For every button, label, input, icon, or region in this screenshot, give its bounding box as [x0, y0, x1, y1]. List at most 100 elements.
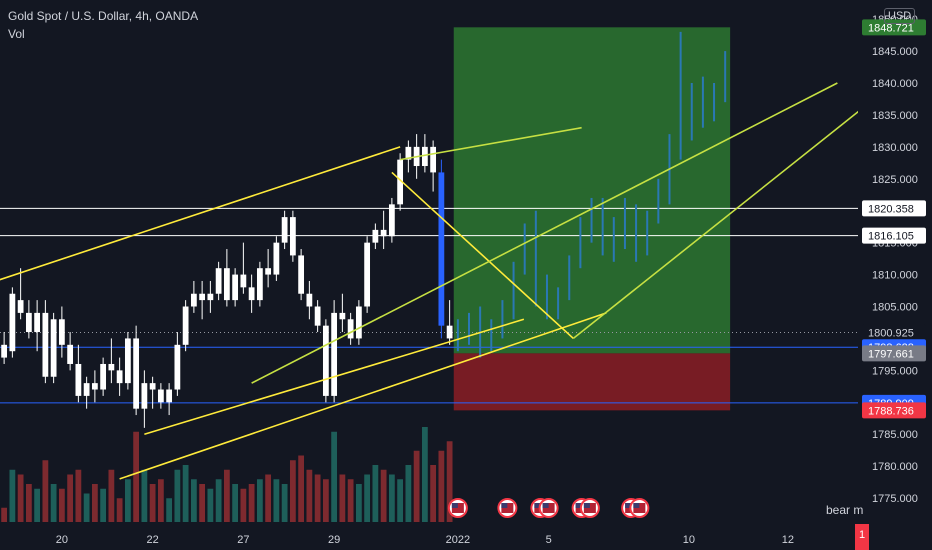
- volume-bar: [166, 498, 173, 522]
- volume-bar: [347, 479, 354, 522]
- volume-bar: [182, 465, 189, 522]
- candle: [124, 338, 131, 384]
- volume-bar: [67, 474, 74, 522]
- volume-bar: [174, 469, 181, 522]
- candle: [17, 300, 24, 313]
- candle: [240, 274, 247, 288]
- volume-bar: [215, 479, 222, 522]
- candle: [405, 146, 412, 160]
- trend-line: [144, 318, 525, 435]
- alert-flag-icon[interactable]: 1: [855, 524, 869, 550]
- candle: [380, 229, 387, 237]
- symbol-title[interactable]: Gold Spot / U.S. Dollar, 4h, OANDA: [8, 9, 199, 23]
- candle: [314, 306, 321, 326]
- y-tick-label: 1825.000: [872, 174, 918, 186]
- price-label-box: [862, 324, 926, 341]
- volume-bar: [289, 460, 296, 522]
- candle: [215, 268, 222, 294]
- volume-bar: [34, 488, 41, 522]
- x-tick-label: 10: [683, 534, 695, 546]
- volume-bar: [240, 488, 247, 522]
- trend-line: [0, 146, 401, 281]
- volume-bar: [248, 484, 255, 522]
- volume-bar: [149, 484, 156, 522]
- status-note: bear m: [826, 503, 864, 517]
- candle: [438, 172, 445, 326]
- price-label: 1797.661: [868, 348, 914, 360]
- candle: [199, 293, 206, 301]
- trend-line: [391, 171, 574, 340]
- candle: [248, 287, 255, 301]
- candle: [166, 389, 173, 403]
- x-tick-label: 2022: [446, 534, 470, 546]
- candle: [174, 344, 181, 390]
- y-tick-label: 1810.000: [872, 270, 918, 282]
- event-marker-canton: [542, 503, 549, 508]
- candle: [331, 312, 338, 396]
- candle: [108, 363, 115, 371]
- us-flag-event-icon[interactable]: [538, 498, 559, 518]
- volume-bar: [124, 479, 131, 522]
- volume-bar: [331, 431, 338, 522]
- volume-bar: [199, 484, 206, 522]
- volume-bar: [133, 431, 140, 522]
- event-marker-canton: [451, 503, 458, 508]
- volume-bar: [9, 469, 16, 522]
- candle: [397, 159, 404, 205]
- candle: [347, 319, 354, 339]
- currency-badge[interactable]: USD: [884, 8, 916, 24]
- us-flag-event-icon[interactable]: [579, 498, 600, 518]
- price-label-box: [862, 345, 926, 362]
- volume-bar: [314, 474, 321, 522]
- candle: [223, 268, 230, 301]
- us-flag-event-icon[interactable]: [447, 498, 468, 518]
- candle: [116, 370, 123, 384]
- x-tick-label: 22: [147, 534, 159, 546]
- trend-line: [119, 312, 607, 480]
- candle: [34, 312, 41, 333]
- y-tick-label: 1805.000: [872, 302, 918, 314]
- price-axis: [858, 0, 932, 550]
- volume-bar: [405, 465, 412, 522]
- us-flag-event-icon[interactable]: [629, 498, 650, 518]
- price-label-box: [862, 402, 926, 419]
- y-tick-label: 1780.000: [872, 461, 918, 473]
- candle: [25, 312, 32, 333]
- volume-bar: [446, 441, 453, 522]
- x-tick-label: 5: [546, 534, 552, 546]
- y-tick-label: 1835.000: [872, 110, 918, 122]
- price-label-box: [862, 200, 926, 217]
- profit-zone: [453, 27, 731, 354]
- volume-bar: [265, 474, 272, 522]
- candle: [322, 325, 329, 396]
- candle: [149, 383, 156, 390]
- candle: [306, 293, 313, 307]
- candle: [75, 363, 82, 396]
- candle: [256, 268, 263, 301]
- volume-bar: [256, 479, 263, 522]
- y-tick-label: 1775.000: [872, 493, 918, 505]
- volume-bar: [380, 469, 387, 522]
- volume-bar: [430, 465, 437, 522]
- y-tick-label: 1795.000: [872, 365, 918, 377]
- price-label: 1816.105: [868, 231, 914, 243]
- trend-line: [251, 82, 838, 384]
- x-tick-label: 20: [56, 534, 68, 546]
- candle: [430, 146, 437, 173]
- candle: [298, 255, 305, 294]
- candle: [100, 363, 107, 390]
- trend-line: [572, 107, 863, 340]
- us-flag-event-icon[interactable]: [497, 498, 518, 518]
- candle: [364, 242, 371, 307]
- candle: [133, 338, 140, 409]
- time-axis: [0, 530, 858, 550]
- volume-bar: [273, 479, 280, 522]
- event-marker-canton: [625, 503, 632, 508]
- volume-bar: [232, 484, 239, 522]
- candle: [281, 217, 288, 243]
- volume-bar: [306, 469, 313, 522]
- volume-bar: [190, 479, 197, 522]
- volume-legend[interactable]: Vol: [8, 27, 25, 41]
- y-tick-label: 1785.000: [872, 429, 918, 441]
